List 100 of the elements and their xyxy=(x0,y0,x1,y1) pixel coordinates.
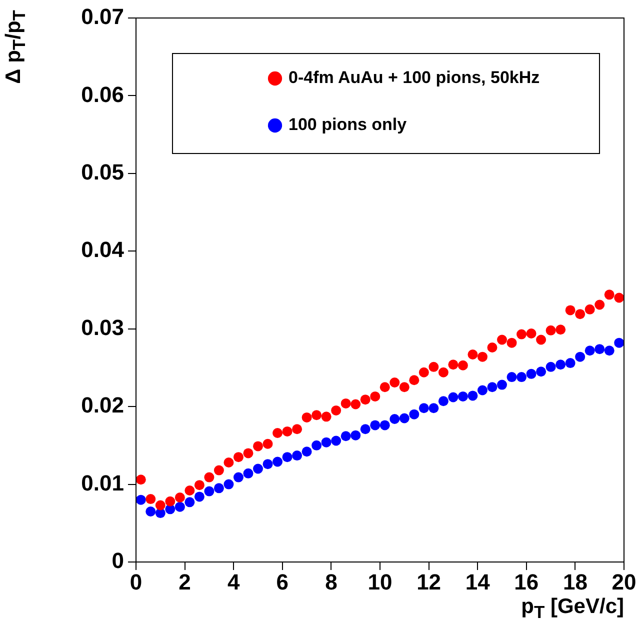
point xyxy=(312,440,322,450)
point xyxy=(302,446,312,457)
point xyxy=(174,492,185,502)
point xyxy=(360,394,370,405)
point xyxy=(184,486,195,496)
point xyxy=(614,292,624,303)
point xyxy=(390,377,400,388)
point xyxy=(340,398,351,408)
point xyxy=(477,385,488,396)
point xyxy=(214,465,224,476)
point xyxy=(399,413,410,424)
point xyxy=(243,468,254,478)
y-tick-label: 0.06 xyxy=(81,82,124,107)
point xyxy=(174,502,185,512)
y-tick-label: 0.07 xyxy=(81,4,124,30)
point xyxy=(272,456,283,467)
point xyxy=(253,441,263,452)
point xyxy=(321,437,332,448)
point xyxy=(438,396,448,406)
point xyxy=(136,474,146,485)
x-tick-label: 16 xyxy=(514,569,539,594)
point xyxy=(233,472,244,482)
point xyxy=(312,410,322,420)
point xyxy=(516,329,527,340)
x-tick-label: 8 xyxy=(325,569,338,594)
x-tick-label: 0 xyxy=(130,569,142,594)
point xyxy=(506,338,517,348)
point xyxy=(575,309,586,320)
point xyxy=(506,372,517,382)
point xyxy=(536,366,546,377)
x-tick-label: 10 xyxy=(368,569,392,594)
point xyxy=(536,334,546,345)
point xyxy=(516,372,527,382)
point xyxy=(526,368,536,379)
point xyxy=(468,350,478,360)
y-tick-label: 0.02 xyxy=(81,392,124,418)
point xyxy=(565,358,576,368)
point xyxy=(302,412,312,422)
point xyxy=(253,464,263,474)
y-tick-label: 0 xyxy=(112,548,124,574)
point xyxy=(604,346,614,356)
point xyxy=(194,492,204,502)
point xyxy=(350,399,361,410)
point xyxy=(282,426,292,436)
point xyxy=(155,500,166,510)
point xyxy=(233,452,244,462)
point xyxy=(594,300,605,310)
y-tick-label: 0.04 xyxy=(81,237,125,262)
point xyxy=(224,458,234,468)
point xyxy=(575,352,586,362)
point xyxy=(458,391,468,402)
x-tick-label: 12 xyxy=(416,569,442,594)
point xyxy=(487,342,498,353)
point xyxy=(184,497,195,508)
point xyxy=(136,494,146,505)
point xyxy=(497,380,507,390)
point xyxy=(380,420,390,430)
y-tick-label: 0.01 xyxy=(81,470,124,496)
point xyxy=(497,334,507,345)
point xyxy=(282,452,292,462)
point xyxy=(614,338,624,348)
point xyxy=(604,290,614,300)
point xyxy=(487,382,498,392)
point xyxy=(224,479,234,490)
point xyxy=(292,424,302,434)
point xyxy=(370,420,380,430)
x-tick-label: 20 xyxy=(612,569,636,594)
legend-label: 100 pions only xyxy=(288,115,408,134)
point xyxy=(214,483,224,494)
point xyxy=(146,494,156,504)
point xyxy=(321,412,332,422)
point xyxy=(584,304,595,314)
point xyxy=(331,436,342,446)
point xyxy=(468,390,478,401)
point xyxy=(546,325,556,336)
point xyxy=(262,438,273,449)
point xyxy=(438,367,448,378)
point xyxy=(418,403,429,414)
point xyxy=(340,431,351,442)
point xyxy=(584,346,595,356)
point xyxy=(350,430,361,440)
point xyxy=(594,344,605,354)
point xyxy=(428,362,439,372)
point xyxy=(292,450,302,461)
point xyxy=(204,486,214,496)
point xyxy=(370,391,380,402)
x-tick-label: 18 xyxy=(562,569,588,594)
point xyxy=(262,459,273,470)
point xyxy=(331,405,342,416)
point xyxy=(448,392,458,402)
point xyxy=(556,360,566,370)
point xyxy=(546,362,556,372)
point xyxy=(409,375,420,386)
y-tick-label: 0.05 xyxy=(81,159,124,184)
point xyxy=(458,360,468,370)
point xyxy=(194,480,204,490)
x-tick-label: 6 xyxy=(276,569,289,594)
x-tick-label: 4 xyxy=(227,569,240,594)
point xyxy=(428,403,439,414)
point xyxy=(409,409,420,420)
